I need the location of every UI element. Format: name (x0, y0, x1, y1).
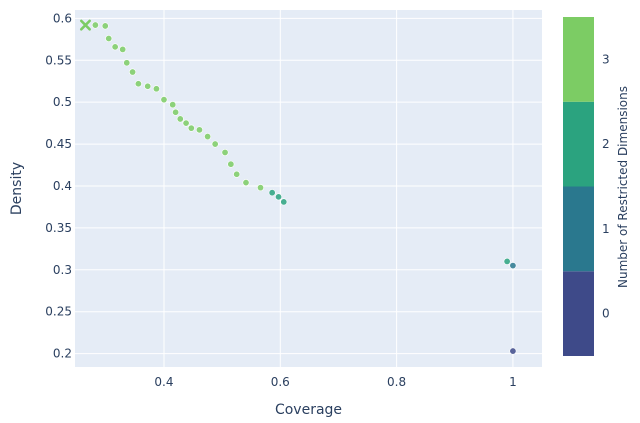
data-point (182, 119, 190, 127)
data-point (503, 257, 511, 265)
colorbar-segment (563, 17, 594, 102)
data-point (242, 179, 250, 187)
y-tick-label: 0.4 (53, 179, 72, 193)
data-point (134, 80, 142, 88)
data-point (280, 198, 288, 206)
data-point (257, 184, 265, 192)
colorbar-segment (563, 101, 594, 187)
data-point (160, 96, 168, 104)
data-point (187, 124, 195, 132)
data-point (275, 193, 283, 201)
data-point (233, 170, 241, 178)
colorbar-title: Number of Restricted Dimensions (616, 86, 630, 288)
colorbar-tick-label: 3 (602, 52, 610, 66)
x-axis-title: Coverage (275, 402, 342, 418)
colorbar-tick-label: 2 (602, 137, 610, 151)
data-point (91, 21, 99, 29)
x-axis-ticks: 0.4 0.6 0.8 1 (154, 375, 516, 389)
data-point (129, 68, 137, 76)
y-tick-label: 0.45 (45, 137, 72, 151)
colorbar-segment (563, 271, 594, 356)
data-point (119, 45, 127, 53)
data-point (268, 189, 276, 197)
y-tick-label: 0.55 (45, 53, 72, 67)
y-tick-label: 0.5 (53, 95, 72, 109)
data-point (227, 160, 235, 168)
x-tick-label: 1 (509, 375, 517, 389)
x-tick-label: 0.8 (387, 375, 406, 389)
y-axis-ticks: 0.2 0.25 0.3 0.35 0.4 0.45 0.5 0.55 0.6 (45, 11, 72, 360)
colorbar: 0 1 2 3 (563, 17, 610, 356)
y-axis-title: Density (9, 162, 25, 215)
data-points (79, 19, 517, 355)
data-point (144, 82, 152, 90)
x-tick-label: 0.6 (271, 375, 290, 389)
y-tick-label: 0.6 (53, 11, 72, 25)
data-point (221, 148, 229, 156)
x-tick-label: 0.4 (154, 375, 173, 389)
data-point (152, 85, 160, 93)
data-point (123, 59, 131, 67)
grid-lines (75, 10, 542, 367)
y-tick-label: 0.25 (45, 305, 72, 319)
data-point (101, 22, 109, 30)
y-tick-label: 0.2 (53, 347, 72, 361)
data-point (204, 133, 212, 141)
colorbar-tick-label: 1 (602, 222, 610, 236)
data-point (509, 262, 517, 270)
data-point (176, 115, 184, 123)
plot-background (75, 10, 542, 367)
data-point (169, 101, 177, 109)
colorbar-tick-label: 0 (602, 307, 610, 321)
data-point (172, 108, 180, 116)
data-point (509, 347, 517, 355)
y-tick-label: 0.35 (45, 221, 72, 235)
data-point (111, 43, 119, 51)
data-point (105, 34, 113, 42)
selected-point-marker (79, 19, 91, 31)
y-tick-label: 0.3 (53, 263, 72, 277)
data-point (195, 126, 203, 134)
data-point (211, 140, 219, 148)
colorbar-segment (563, 186, 594, 272)
